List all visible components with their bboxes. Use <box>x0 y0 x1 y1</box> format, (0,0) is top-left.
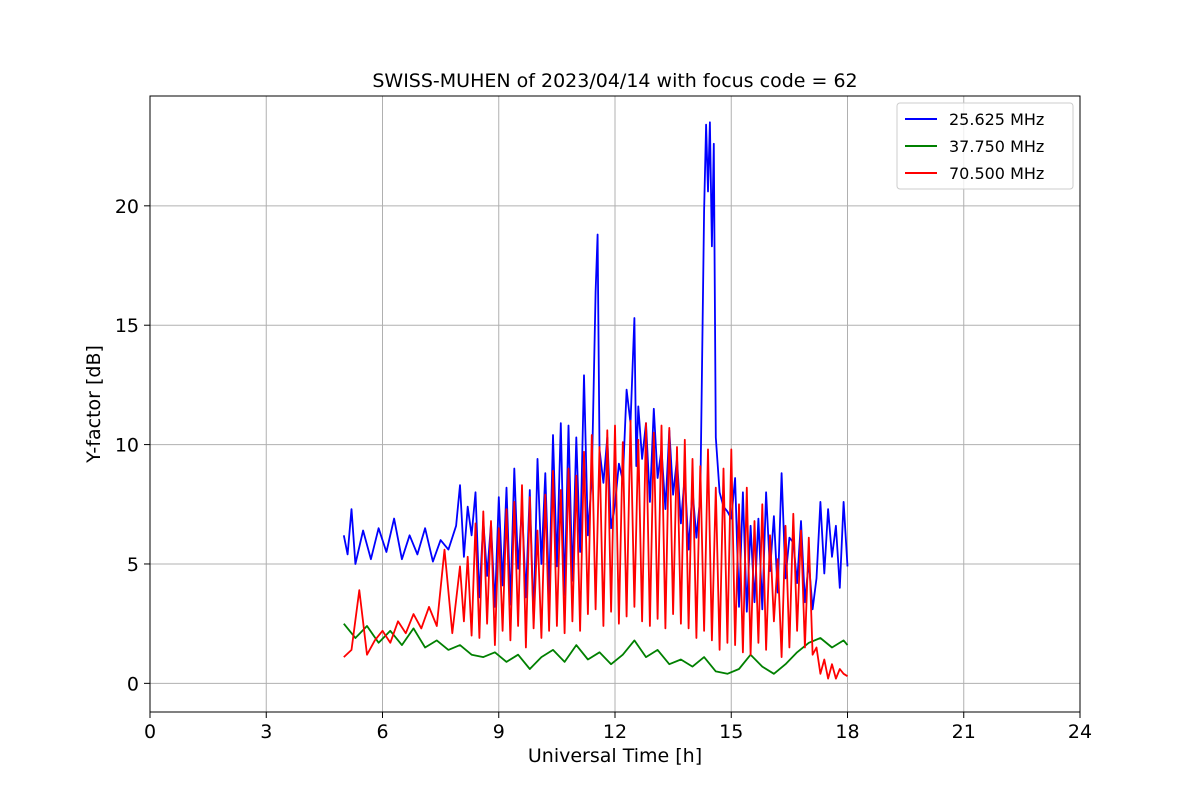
y-tick-label: 10 <box>115 435 139 457</box>
y-tick-label: 5 <box>127 554 139 576</box>
x-tick-label: 21 <box>952 721 976 743</box>
y-tick-label: 20 <box>115 196 139 218</box>
x-tick-label: 15 <box>719 721 743 743</box>
legend-label: 70.500 MHz <box>949 164 1044 183</box>
x-tick-label: 12 <box>603 721 627 743</box>
y-axis-label: Y-factor [dB] <box>83 345 105 464</box>
axis-ticks: 0 3 6 9 12 15 18 21 24 0 5 10 15 20 <box>115 196 1092 743</box>
chart-title: SWISS-MUHEN of 2023/04/14 with focus cod… <box>372 70 857 92</box>
grid <box>149 96 1081 712</box>
series-line-1 <box>342 121 849 623</box>
x-tick-label: 24 <box>1068 721 1092 743</box>
y-tick-label: 15 <box>115 315 139 337</box>
x-axis-label: Universal Time [h] <box>528 745 702 767</box>
legend-items: 25.625 MHz 37.750 MHz 70.500 MHz <box>905 110 1044 183</box>
x-tick-label: 18 <box>835 721 859 743</box>
x-tick-label: 9 <box>493 721 505 743</box>
x-tick-label: 3 <box>260 721 272 743</box>
series-layer <box>342 121 849 680</box>
y-tick-label: 0 <box>127 673 139 695</box>
series-line-2 <box>343 623 849 675</box>
legend-label: 37.750 MHz <box>949 137 1044 156</box>
x-tick-label: 0 <box>144 721 156 743</box>
x-tick-label: 6 <box>376 721 388 743</box>
legend-box <box>896 102 1074 190</box>
legend-label: 25.625 MHz <box>949 110 1044 129</box>
series-line-3 <box>343 419 848 680</box>
legend: 25.625 MHz 37.750 MHz 70.500 MHz <box>896 102 1074 190</box>
